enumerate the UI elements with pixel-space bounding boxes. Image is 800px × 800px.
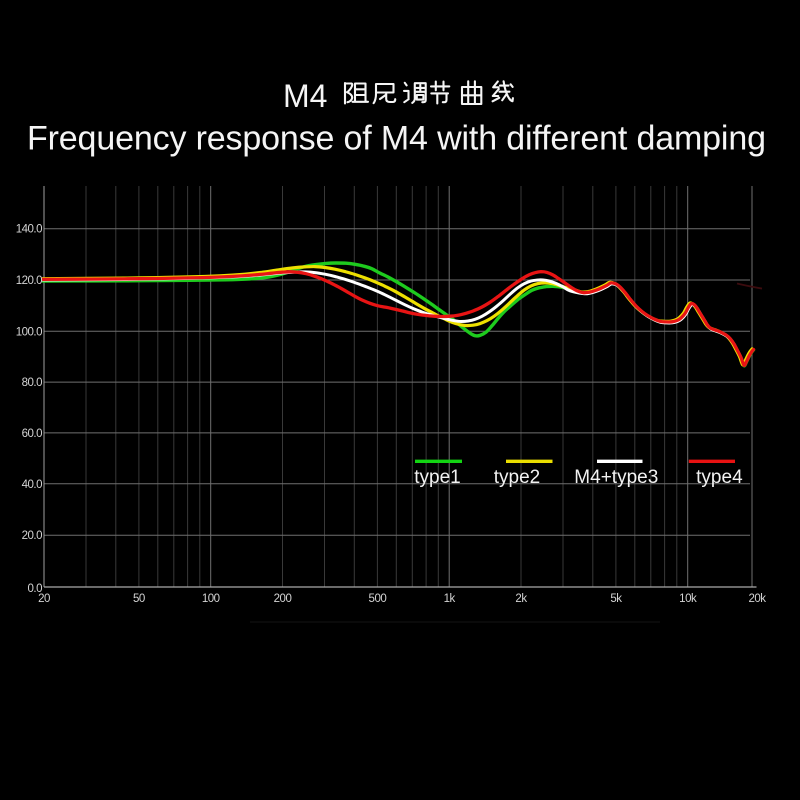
svg-text:type1: type1 (414, 467, 460, 488)
svg-text:5k: 5k (610, 593, 622, 605)
svg-text:40.0: 40.0 (22, 479, 42, 491)
svg-text:2k: 2k (515, 593, 527, 605)
svg-text:M4: M4 (283, 78, 327, 114)
svg-text:1k: 1k (444, 593, 456, 605)
svg-text:50: 50 (133, 593, 145, 605)
svg-text:type2: type2 (494, 467, 540, 488)
svg-text:100: 100 (202, 593, 220, 605)
svg-text:20k: 20k (748, 593, 766, 605)
svg-text:0.0: 0.0 (28, 583, 43, 595)
svg-text:10k: 10k (679, 593, 697, 605)
svg-text:120.0: 120.0 (16, 275, 42, 287)
svg-text:100.0: 100.0 (16, 326, 42, 338)
svg-text:500: 500 (369, 593, 387, 605)
svg-text:200: 200 (274, 593, 292, 605)
svg-text:60.0: 60.0 (22, 428, 42, 440)
svg-text:type4: type4 (696, 467, 743, 488)
svg-text:20.0: 20.0 (22, 530, 42, 542)
svg-text:20: 20 (38, 593, 50, 605)
svg-text:140.0: 140.0 (16, 224, 42, 236)
svg-text:Frequency response of M4 with: Frequency response of M4 with different … (27, 120, 766, 158)
svg-text:80.0: 80.0 (22, 377, 42, 389)
svg-text:M4+type3: M4+type3 (574, 467, 658, 488)
